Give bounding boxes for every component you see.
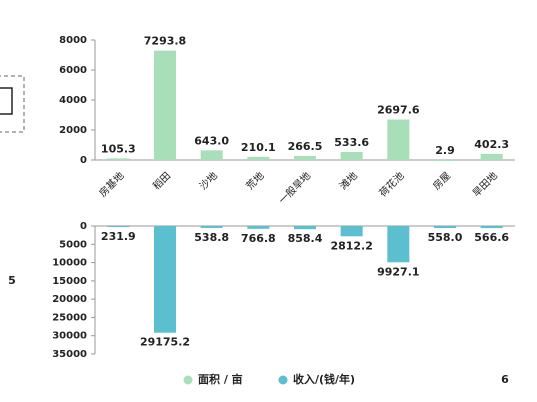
page-number: 6 xyxy=(501,373,509,386)
y-tick-label: 15000 xyxy=(52,276,87,287)
value-label: 2697.6 xyxy=(377,104,420,117)
x-tick-label: 房屋 xyxy=(430,169,453,192)
value-label: 266.5 xyxy=(288,140,323,153)
y-tick-label: 0 xyxy=(80,221,87,232)
y-tick-label: 35000 xyxy=(52,349,87,360)
bar xyxy=(480,153,503,160)
bar xyxy=(340,226,363,237)
bar xyxy=(434,226,456,229)
value-label: 533.6 xyxy=(334,136,369,149)
bar xyxy=(200,226,223,228)
value-label: 105.3 xyxy=(101,142,136,155)
y-tick-label: 5000 xyxy=(59,239,87,250)
y-tick-label: 20000 xyxy=(52,294,87,305)
x-tick-label: 荷花池 xyxy=(376,169,406,199)
x-tick-label: 荒地 xyxy=(243,169,266,192)
legend-label: 收入/(钱/年) xyxy=(293,372,355,386)
y-tick-label: 8000 xyxy=(59,35,87,46)
value-label: 7293.8 xyxy=(144,35,186,48)
bar xyxy=(294,226,316,230)
bar xyxy=(294,156,316,160)
y-tick-label: 4000 xyxy=(59,95,87,106)
legend-swatch xyxy=(278,375,288,385)
dashed-box xyxy=(0,75,25,133)
value-label: 210.1 xyxy=(241,141,276,154)
y-tick-label: 0 xyxy=(80,155,87,166)
value-label: 231.9 xyxy=(101,230,136,243)
bar xyxy=(480,226,503,229)
y-tick-label: 25000 xyxy=(52,312,87,323)
bar xyxy=(247,156,270,160)
bar xyxy=(154,226,176,333)
y-tick-label: 2000 xyxy=(59,125,87,136)
value-label: 2.9 xyxy=(435,144,455,157)
bar xyxy=(107,226,130,227)
value-label: 538.8 xyxy=(194,231,229,244)
value-label: 2812.2 xyxy=(330,239,372,252)
x-tick-label: 一般旱地 xyxy=(276,169,313,206)
bar xyxy=(154,50,176,160)
x-tick-label: 房基地 xyxy=(96,169,126,199)
bar xyxy=(387,119,410,160)
value-label: 558.0 xyxy=(428,231,463,244)
value-label: 766.8 xyxy=(241,232,276,245)
y-tick-label: 30000 xyxy=(52,331,87,342)
value-label: 643.0 xyxy=(194,134,229,147)
x-tick-label: 沙地 xyxy=(197,169,220,192)
value-label: 29175.2 xyxy=(140,336,190,349)
value-label: 566.6 xyxy=(474,231,509,244)
page-number: 5 xyxy=(8,274,16,287)
y-tick-label: 10000 xyxy=(52,258,87,269)
bar xyxy=(200,150,223,160)
bar xyxy=(107,158,130,160)
value-label: 858.4 xyxy=(288,232,323,245)
bar xyxy=(340,151,363,160)
bar xyxy=(434,159,456,161)
box xyxy=(0,87,13,115)
x-tick-label: 旱田地 xyxy=(470,169,500,199)
x-tick-label: 稻田 xyxy=(151,170,174,193)
bar xyxy=(387,226,410,263)
value-label: 9927.1 xyxy=(377,265,419,278)
value-label: 402.3 xyxy=(474,138,509,151)
legend-label: 面积 / 亩 xyxy=(198,372,243,386)
legend-swatch xyxy=(183,375,193,385)
x-tick-label: 滩地 xyxy=(337,169,360,192)
bar xyxy=(247,226,270,229)
y-tick-label: 6000 xyxy=(59,65,87,76)
